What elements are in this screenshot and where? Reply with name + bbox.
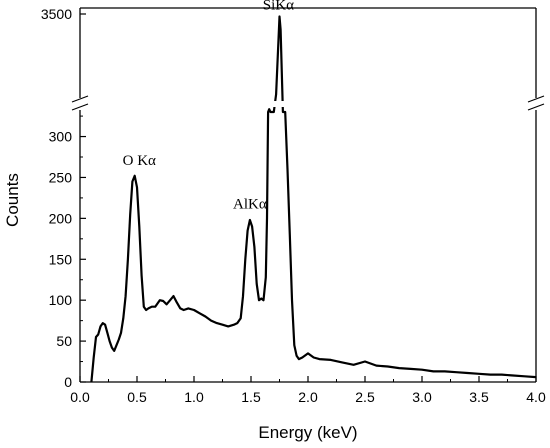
peak-annotation: AlKα: [233, 197, 267, 213]
x-tick-label: 0.5: [127, 389, 147, 405]
x-tick-label: 1.5: [241, 389, 261, 405]
y-tick-label: 300: [49, 129, 73, 145]
x-tick-label: 0.0: [70, 389, 90, 405]
x-tick-label: 1.0: [184, 389, 204, 405]
x-axis-title: Energy (keV): [258, 423, 357, 442]
y-tick-label: 3500: [41, 6, 72, 22]
plot-frame: [71, 7, 545, 383]
x-axis-ticks: 0.0 0.5 1.0 1.5 2.0 2.5 3.0 3.5 4.0: [70, 376, 546, 405]
annotations-group: O Kα AlKα SiKα: [123, 0, 294, 213]
axis-break-mark-left-bottom: [71, 103, 89, 111]
peak-annotation: SiKα: [263, 0, 294, 13]
y-tick-label: 0: [64, 374, 72, 390]
axis-break-mark-left-top: [71, 95, 89, 103]
x-tick-label: 3.0: [412, 389, 432, 405]
x-tick-label: 2.0: [298, 389, 318, 405]
y-tick-label: 250: [49, 169, 73, 185]
y-tick-label: 50: [56, 333, 72, 349]
x-tick-label: 4.0: [526, 389, 546, 405]
peak-break-gap: [265, 101, 295, 107]
y-tick-label: 100: [49, 292, 73, 308]
y-axis-title: Counts: [3, 173, 22, 227]
series-group: [90, 15, 537, 383]
x-tick-label: 3.5: [469, 389, 489, 405]
peak-annotation: O Kα: [123, 153, 156, 169]
spectrum-line: [90, 15, 537, 383]
y-tick-label: 200: [49, 210, 73, 226]
x-tick-label: 2.5: [355, 389, 375, 405]
y-axis-ticks: 0 50 100 150 200 250 300 3500: [41, 6, 86, 390]
axis-break-mark-right-top: [527, 95, 545, 103]
axis-break-mark-right-bottom: [527, 103, 545, 111]
y-tick-label: 150: [49, 251, 73, 267]
